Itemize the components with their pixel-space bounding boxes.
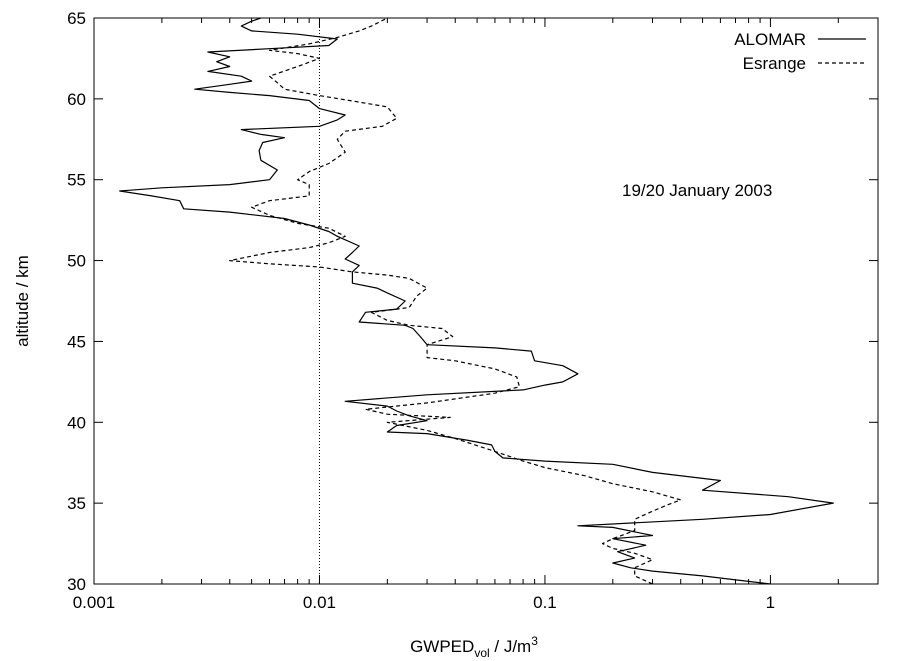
y-tick-label: 60: [67, 90, 86, 109]
legend: ALOMAR Esrange: [734, 30, 866, 73]
y-tick-label: 65: [67, 9, 86, 28]
ticks-layer: 0.001 0.01 0.1 1 30 35 40 45 50 55 60 65: [67, 9, 879, 612]
x-tick-label: 0.001: [73, 593, 116, 612]
x-axis-label-unit: / J/m: [490, 637, 532, 656]
y-tick-label: 55: [67, 171, 86, 190]
x-axis-label: GWPEDvol / J/m3: [410, 634, 538, 660]
y-tick-label: 30: [67, 575, 86, 594]
x-axis-label-subscript: vol: [474, 646, 489, 660]
series-line-esrange: [229, 17, 682, 585]
y-tick-label: 50: [67, 252, 86, 271]
y-tick-label: 45: [67, 332, 86, 351]
plot-frame: [93, 17, 879, 585]
x-tick-label: 1: [766, 593, 775, 612]
y-tick-label: 40: [67, 413, 86, 432]
series-line-alomar: [119, 17, 834, 585]
series-layer: [119, 17, 834, 585]
x-axis-label-superscript: 3: [531, 634, 538, 648]
date-annotation: 19/20 January 2003: [622, 181, 772, 200]
x-tick-label: 0.01: [303, 593, 336, 612]
legend-label-alomar: ALOMAR: [734, 30, 806, 49]
x-axis-label-main: GWPED: [410, 637, 474, 656]
legend-label-esrange: Esrange: [743, 54, 806, 73]
y-tick-label: 35: [67, 494, 86, 513]
y-axis-label: altitude / km: [13, 255, 32, 347]
x-tick-label: 0.1: [533, 593, 557, 612]
